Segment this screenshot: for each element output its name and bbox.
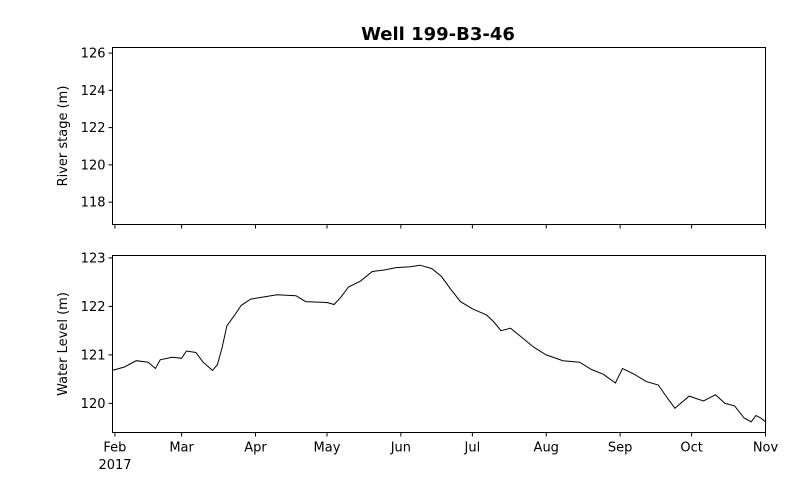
water-level-plot-frame: [112, 255, 766, 433]
water-level-y-tick-label: 123: [81, 251, 106, 266]
water-level-y-tick-label: 121: [81, 348, 106, 363]
river-stage-x-ticks: [114, 224, 766, 229]
water-level-x-ticks: Feb Mar Apr May Jun Jul Aug Sep Oct Nov: [103, 432, 779, 456]
x-tick-label: Apr: [244, 441, 267, 456]
x-tick-label: Nov: [753, 441, 779, 456]
water-level-y-axis-label: Water Level (m): [56, 292, 71, 396]
river-stage-axes: 118 120 122 124 126 River stage (m): [56, 47, 766, 229]
x-tick-label: Jun: [390, 441, 411, 456]
river-stage-y-tick-label: 126: [81, 47, 106, 62]
river-stage-y-ticks: 118 120 122 124 126: [81, 47, 113, 211]
x-tick-label: May: [314, 441, 341, 456]
x-axis-year-label: 2017: [98, 458, 131, 473]
x-tick-label: Mar: [169, 441, 194, 456]
water-level-y-tick-label: 122: [81, 300, 106, 315]
water-level-axes: 120 121 122 123 Feb Mar Apr May Jun Jul Aug Sep Oct…: [56, 251, 778, 473]
river-stage-y-tick-label: 120: [81, 158, 106, 173]
x-tick-label: Jul: [464, 441, 481, 456]
river-stage-y-axis-label: River stage (m): [56, 86, 71, 187]
water-level-y-ticks: 120 121 122 123: [81, 251, 113, 412]
river-stage-y-tick-label: 124: [81, 84, 106, 99]
x-tick-label: Feb: [103, 441, 126, 456]
chart-title: Well 199-B3-46: [361, 24, 515, 45]
x-tick-label: Oct: [680, 441, 702, 456]
x-tick-label: Sep: [608, 441, 633, 456]
river-stage-y-tick-label: 118: [81, 196, 106, 211]
water-level-y-tick-label: 120: [81, 397, 106, 412]
water-level-series-line: [112, 264, 766, 423]
x-tick-label: Aug: [534, 441, 559, 456]
river-stage-y-tick-label: 122: [81, 121, 106, 136]
river-stage-plot-frame: [112, 47, 766, 225]
